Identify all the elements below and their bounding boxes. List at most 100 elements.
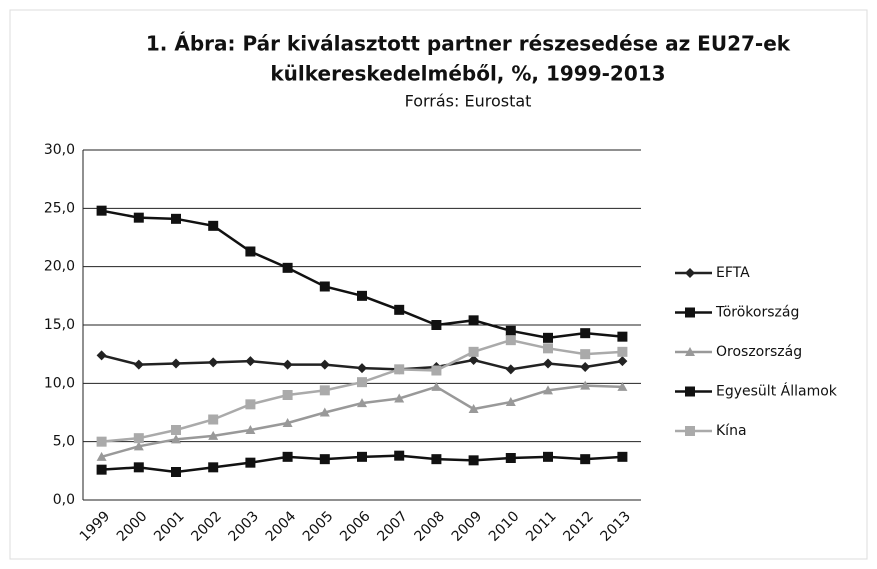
legend-label: Oroszország bbox=[716, 344, 802, 360]
legend-marker bbox=[685, 426, 695, 436]
marker bbox=[543, 385, 553, 395]
legend-marker bbox=[685, 268, 695, 278]
marker bbox=[394, 364, 405, 375]
y-tick-label: 0,0 bbox=[53, 492, 75, 508]
marker bbox=[580, 362, 591, 372]
marker bbox=[431, 381, 442, 391]
marker bbox=[208, 220, 219, 231]
marker bbox=[171, 358, 181, 369]
marker bbox=[468, 346, 479, 357]
marker bbox=[617, 331, 628, 342]
marker bbox=[580, 454, 591, 465]
marker bbox=[543, 332, 553, 343]
marker bbox=[505, 364, 516, 375]
marker bbox=[208, 462, 219, 473]
marker bbox=[580, 349, 591, 360]
y-tick-label: 25,0 bbox=[44, 200, 75, 216]
marker bbox=[319, 407, 330, 417]
marker bbox=[505, 325, 516, 336]
x-tick-label: 2008 bbox=[412, 508, 449, 545]
marker bbox=[617, 356, 628, 367]
marker bbox=[282, 418, 293, 427]
legend-marker bbox=[685, 347, 695, 356]
legend-label: EFTA bbox=[716, 265, 750, 281]
x-tick-label: 1999 bbox=[77, 508, 114, 545]
marker bbox=[245, 399, 256, 410]
x-tick-label: 2009 bbox=[449, 508, 486, 545]
marker bbox=[357, 451, 367, 462]
series-line bbox=[101, 209, 623, 340]
marker bbox=[133, 212, 144, 223]
marker bbox=[133, 433, 144, 444]
marker bbox=[543, 358, 553, 369]
marker bbox=[431, 365, 442, 376]
marker bbox=[543, 343, 553, 354]
marker bbox=[468, 355, 479, 365]
y-tick-label: 10,0 bbox=[44, 375, 75, 391]
marker bbox=[133, 359, 144, 370]
marker bbox=[468, 455, 479, 466]
marker bbox=[431, 320, 442, 330]
marker bbox=[96, 350, 107, 361]
legend-marker bbox=[685, 307, 695, 318]
x-tick-label: 2010 bbox=[486, 508, 523, 545]
legend-label: Kína bbox=[716, 423, 747, 439]
x-tick-label: 2012 bbox=[560, 508, 597, 545]
marker bbox=[171, 425, 181, 435]
marker bbox=[357, 290, 367, 301]
marker bbox=[171, 467, 181, 477]
marker bbox=[319, 281, 330, 292]
legend-label: Törökország bbox=[715, 305, 799, 321]
marker bbox=[319, 359, 330, 370]
marker bbox=[543, 451, 553, 462]
marker bbox=[394, 304, 405, 315]
marker bbox=[208, 414, 219, 425]
x-tick-label: 2000 bbox=[114, 508, 151, 545]
marker bbox=[357, 377, 367, 388]
marker bbox=[96, 436, 107, 447]
x-tick-label: 2004 bbox=[263, 508, 300, 545]
chart-title: 1. Ábra: Pár kiválasztott partner részes… bbox=[146, 32, 791, 56]
x-tick-label: 2001 bbox=[151, 508, 188, 545]
legend-marker bbox=[685, 386, 695, 397]
x-tick-label: 2007 bbox=[374, 508, 411, 545]
marker bbox=[468, 404, 479, 413]
marker bbox=[580, 380, 591, 390]
marker bbox=[208, 430, 219, 440]
marker bbox=[282, 262, 293, 273]
marker bbox=[617, 381, 628, 391]
chart-subtitle: Forrás: Eurostat bbox=[405, 92, 532, 111]
marker bbox=[245, 246, 256, 257]
marker bbox=[171, 213, 181, 224]
marker bbox=[96, 464, 107, 475]
marker bbox=[505, 335, 516, 346]
marker bbox=[580, 328, 591, 339]
marker bbox=[171, 434, 181, 444]
x-tick-label: 2003 bbox=[226, 508, 263, 545]
series-line bbox=[101, 384, 623, 459]
y-tick-label: 20,0 bbox=[44, 259, 75, 275]
marker bbox=[319, 385, 330, 396]
marker bbox=[245, 425, 256, 434]
marker bbox=[617, 346, 628, 357]
marker bbox=[282, 359, 293, 370]
marker bbox=[282, 451, 293, 462]
y-tick-label: 30,0 bbox=[44, 142, 75, 158]
marker bbox=[245, 457, 256, 468]
x-tick-label: 2005 bbox=[300, 508, 337, 545]
marker bbox=[357, 398, 367, 408]
x-tick-label: 2002 bbox=[188, 508, 225, 545]
marker bbox=[505, 397, 516, 406]
marker bbox=[96, 451, 107, 461]
marker bbox=[96, 205, 107, 216]
marker bbox=[431, 454, 442, 465]
marker bbox=[133, 441, 144, 451]
marker bbox=[245, 356, 256, 367]
marker bbox=[468, 315, 479, 326]
marker bbox=[357, 363, 367, 374]
marker bbox=[505, 453, 516, 463]
marker bbox=[319, 454, 330, 465]
x-tick-label: 2011 bbox=[523, 508, 560, 545]
marker bbox=[208, 357, 219, 368]
legend-label: Egyesült Államok bbox=[716, 383, 838, 400]
